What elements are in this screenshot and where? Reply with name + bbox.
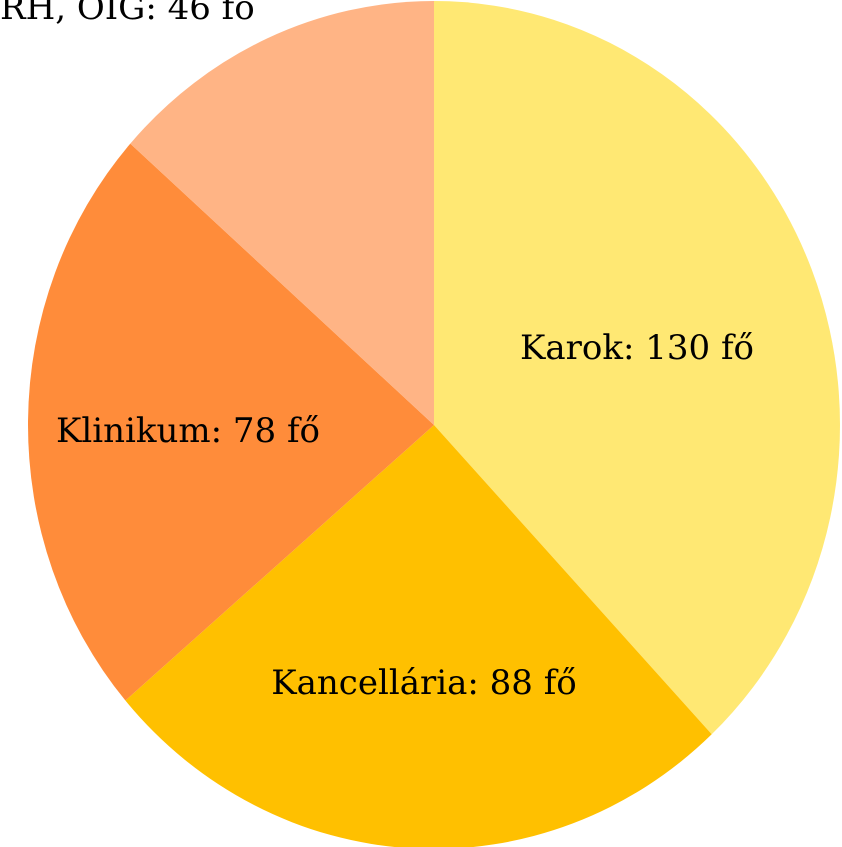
slice-label: Klinikum: 78 fő — [56, 411, 320, 451]
pie-slice — [27, 143, 434, 701]
slice-label: Karok: 130 fő — [520, 328, 754, 368]
pie-slice — [125, 425, 712, 847]
slice-label: RH, OIG: 46 fő — [0, 0, 255, 28]
pie-slice — [434, 1, 840, 735]
pie-slice — [130, 1, 434, 425]
slice-label: Kancellária: 88 fő — [271, 663, 577, 703]
